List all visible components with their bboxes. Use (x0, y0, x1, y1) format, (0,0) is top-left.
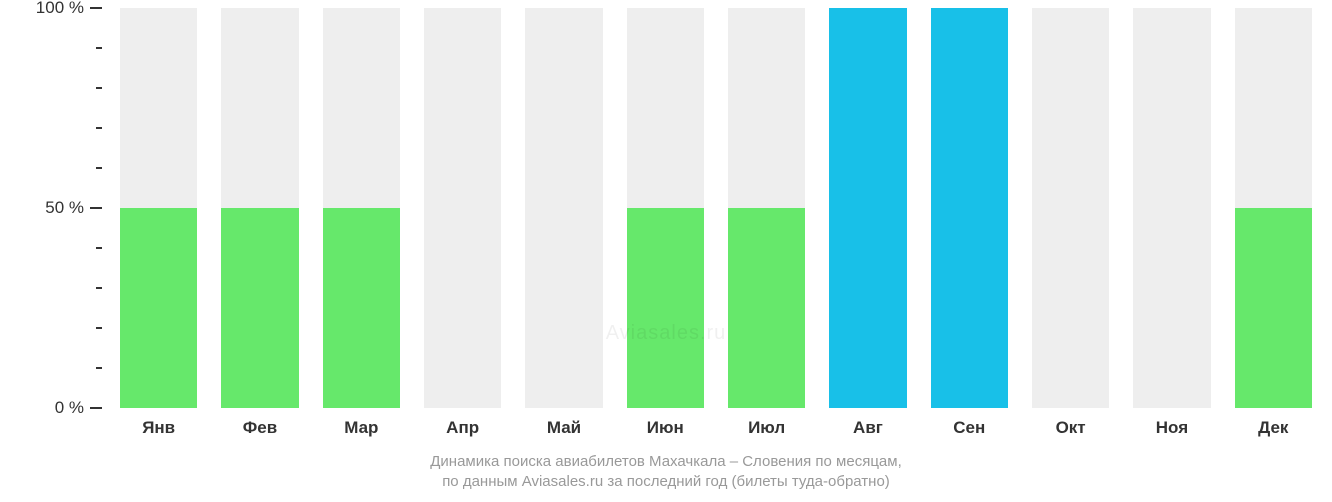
x-label: Июл (728, 418, 805, 438)
bar-slot (931, 8, 1008, 408)
bar-background (1133, 8, 1210, 408)
y-tick-label: 100 % (36, 0, 84, 18)
x-label: Май (525, 418, 602, 438)
y-tick-mark (90, 7, 102, 9)
plot-area (120, 8, 1312, 408)
chart-caption: Динамика поиска авиабилетов Махачкала – … (0, 452, 1332, 493)
bar-slot (1235, 8, 1312, 408)
x-label: Ноя (1133, 418, 1210, 438)
bar-slot (1133, 8, 1210, 408)
bar-value (1235, 208, 1312, 408)
x-label: Дек (1235, 418, 1312, 438)
bar-value (221, 208, 298, 408)
y-minor-tick (96, 47, 102, 49)
y-tick-mark (90, 407, 102, 409)
x-label: Апр (424, 418, 501, 438)
bar-value (120, 208, 197, 408)
y-minor-tick (96, 167, 102, 169)
y-tick-label: 0 % (55, 398, 84, 418)
bar-slot (1032, 8, 1109, 408)
bar-background (424, 8, 501, 408)
bars-group (120, 8, 1312, 408)
x-label: Мар (323, 418, 400, 438)
bar-slot (525, 8, 602, 408)
bar-value (728, 208, 805, 408)
y-minor-tick (96, 287, 102, 289)
y-minor-tick (96, 87, 102, 89)
x-label: Окт (1032, 418, 1109, 438)
bar-background (525, 8, 602, 408)
y-axis: 0 %50 %100 % (0, 8, 120, 408)
bar-value (931, 8, 1008, 408)
y-minor-tick (96, 327, 102, 329)
bar-slot (627, 8, 704, 408)
x-label: Фев (221, 418, 298, 438)
caption-line-2: по данным Aviasales.ru за последний год … (442, 473, 890, 490)
y-minor-tick (96, 127, 102, 129)
bar-slot (221, 8, 298, 408)
y-minor-tick (96, 247, 102, 249)
caption-line-1: Динамика поиска авиабилетов Махачкала – … (430, 453, 901, 470)
y-minor-tick (96, 367, 102, 369)
chart-container: 0 %50 %100 % ЯнвФевМарАпрМайИюнИюлАвгСен… (0, 0, 1332, 502)
x-label: Сен (931, 418, 1008, 438)
bar-background (1032, 8, 1109, 408)
bar-slot (829, 8, 906, 408)
x-axis-labels: Янв Фев Мар Апр Май Июн Июл Авг Сен Окт Ноя Дек (120, 418, 1312, 438)
bar-slot (424, 8, 501, 408)
bar-value (323, 208, 400, 408)
bar-value (829, 8, 906, 408)
x-label: Янв (120, 418, 197, 438)
x-label: Июн (627, 418, 704, 438)
y-tick-mark (90, 207, 102, 209)
bar-slot (728, 8, 805, 408)
bar-value (627, 208, 704, 408)
y-tick-label: 50 % (45, 198, 84, 218)
bar-slot (120, 8, 197, 408)
bar-slot (323, 8, 400, 408)
x-label: Авг (829, 418, 906, 438)
